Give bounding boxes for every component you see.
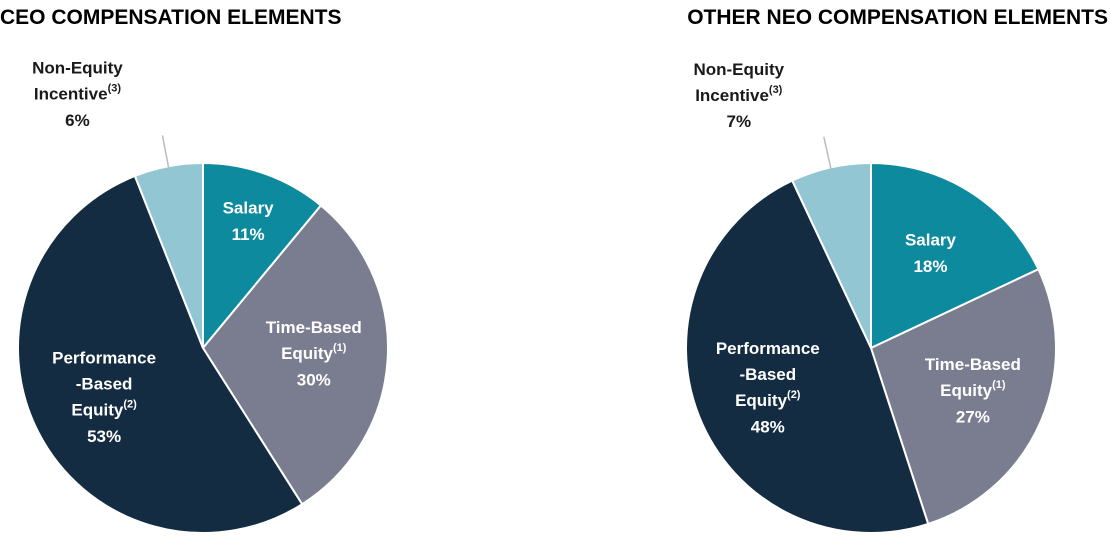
label-line: Incentive(3)	[695, 84, 782, 106]
chart-title: CEO COMPENSATION ELEMENTS	[0, 6, 341, 29]
label-line: -Based	[739, 365, 796, 384]
label-line: -Based	[76, 375, 133, 394]
value-label: 6%	[65, 111, 90, 130]
label-line: Non-Equity	[693, 60, 784, 79]
pie-slice	[869, 267, 1057, 526]
slice-label: Performance -Based Equity(2)	[716, 339, 820, 410]
label-line: Equity(1)	[940, 379, 1006, 401]
footnote-mark: (2)	[787, 389, 801, 401]
footnote-mark: (1)	[333, 342, 347, 354]
value-label: 30%	[297, 370, 331, 389]
pie-slice	[17, 174, 304, 534]
slice-label: Salary	[223, 199, 275, 218]
leader-line	[823, 136, 833, 172]
label-line: Equity(1)	[281, 342, 347, 364]
value-label: 27%	[956, 408, 990, 427]
footnote-mark: (2)	[123, 398, 137, 410]
label-line: Salary	[223, 199, 275, 218]
footnote-mark: (3)	[769, 84, 783, 96]
slice-label: Non-Equity Incentive(3)	[693, 60, 784, 105]
label-line: Non-Equity	[32, 59, 123, 78]
label-line: Performance	[52, 349, 156, 368]
value-label: 7%	[726, 112, 751, 131]
value-label: 48%	[751, 417, 785, 436]
label-line: Incentive(3)	[34, 82, 121, 104]
slice-label: Time-Based Equity(1)	[266, 318, 362, 363]
value-label: 53%	[87, 427, 121, 446]
slice-label: Salary	[905, 231, 957, 250]
label-line: Time-Based	[925, 356, 1021, 375]
slice-label: Performance -Based Equity(2)	[52, 349, 156, 420]
label-line: Equity(2)	[71, 398, 137, 420]
chart-title: OTHER NEO COMPENSATION ELEMENTS	[687, 6, 1108, 29]
label-line: Salary	[905, 231, 957, 250]
footnote-mark: (3)	[108, 82, 122, 94]
label-line: Equity(2)	[735, 389, 801, 411]
label-line: Time-Based	[266, 318, 362, 337]
label-line: Performance	[716, 339, 820, 358]
pie-slice	[202, 161, 323, 351]
slice-label: Time-Based Equity(1)	[925, 356, 1021, 401]
value-label: 11%	[232, 225, 265, 244]
footnote-mark: (1)	[992, 379, 1006, 391]
pie-slice	[685, 179, 930, 534]
pie-slice	[870, 161, 1040, 350]
value-label: 18%	[913, 257, 947, 276]
slice-label: Non-Equity Incentive(3)	[32, 59, 123, 104]
leader-line	[161, 135, 170, 171]
pie-slice	[201, 204, 389, 506]
